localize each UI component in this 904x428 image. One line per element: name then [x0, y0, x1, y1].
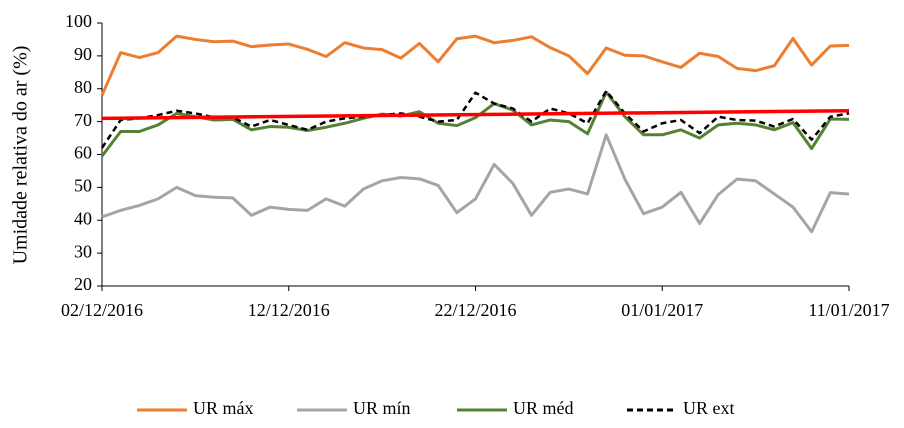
y-tick-label: 30 — [74, 241, 92, 261]
legend-label: UR mín — [353, 398, 411, 418]
series-line — [101, 133, 850, 234]
trend-line — [101, 109, 850, 121]
x-tick-label: 01/01/2017 — [621, 300, 703, 320]
y-tick-label: 50 — [74, 176, 92, 196]
y-tick-label: 70 — [74, 110, 92, 130]
y-tick-label: 20 — [74, 274, 92, 294]
x-tick-label: 22/12/2016 — [434, 300, 516, 320]
y-axis-title: Umidade relativa do ar (%) — [10, 46, 32, 265]
x-tick-label: 11/01/2017 — [808, 300, 889, 320]
x-tick-label: 02/12/2016 — [61, 300, 143, 320]
y-tick-label: 80 — [74, 77, 92, 97]
y-tick-label: 90 — [74, 44, 92, 64]
legend-label: UR máx — [193, 398, 254, 418]
y-tick-label: 60 — [74, 143, 92, 163]
legend-label: UR méd — [513, 398, 574, 418]
legend-label: UR ext — [683, 398, 735, 418]
series-line — [100, 90, 850, 158]
y-tick-label: 40 — [74, 208, 92, 228]
y-tick-label: 100 — [65, 11, 92, 31]
series-line — [100, 34, 850, 96]
x-tick-label: 12/12/2016 — [248, 300, 330, 320]
